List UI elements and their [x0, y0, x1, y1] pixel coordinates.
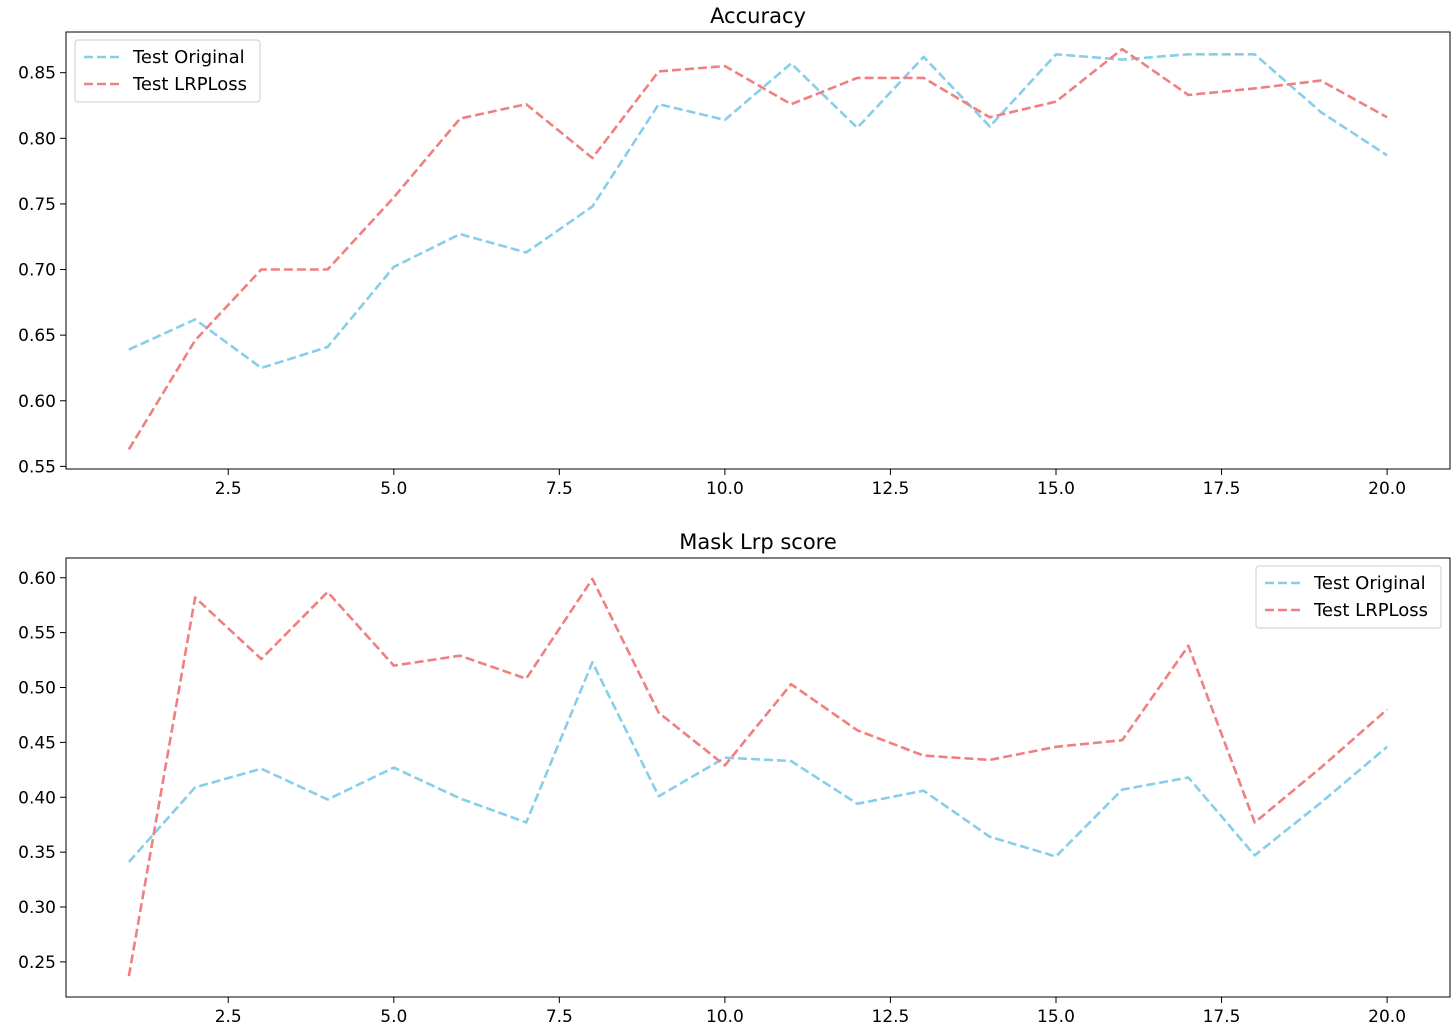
series-line-test-lrploss [127, 47, 1388, 450]
x-tick-label: 5.0 [380, 1007, 407, 1027]
legend-label: Test Original [132, 47, 245, 68]
x-tick-label: 5.0 [380, 479, 407, 499]
x-tick-label: 7.5 [546, 1007, 573, 1027]
legend-label: Test LRPLoss [1313, 600, 1428, 621]
y-tick-label: 0.55 [18, 624, 56, 644]
legend-box [74, 39, 261, 103]
legend: Test Original Test LRPLoss [74, 39, 261, 103]
y-tick-label: 0.85 [18, 64, 56, 84]
series-line-test-original [127, 660, 1388, 863]
y-tick-label: 0.60 [18, 392, 56, 412]
x-tick-label: 2.5 [215, 479, 242, 499]
chart-title: Mask Lrp score [679, 530, 837, 554]
y-tick-label: 0.65 [18, 326, 56, 346]
x-tick-label: 15.0 [1037, 479, 1075, 499]
y-tick-label: 0.60 [18, 569, 56, 589]
legend-box [1255, 565, 1442, 629]
mask-lrp-score-plot: Mask Lrp score 2.5 5.0 7.5 10.0 12.5 15.0 17.5 2… [18, 530, 1451, 1027]
plot-area [65, 557, 1451, 998]
legend-label: Test Original [1313, 573, 1426, 594]
series-line-test-lrploss [127, 577, 1388, 977]
y-tick-label: 0.75 [18, 195, 56, 215]
y-tick-label: 0.30 [18, 898, 56, 918]
plot-area [65, 31, 1451, 470]
x-tick-label: 20.0 [1368, 1007, 1406, 1027]
x-tick-label: 17.5 [1203, 479, 1241, 499]
y-tick-label: 0.40 [18, 788, 56, 808]
x-tick-label: 17.5 [1203, 1007, 1241, 1027]
y-tick-label: 0.55 [18, 457, 56, 477]
y-tick-label: 0.50 [18, 679, 56, 699]
y-tick-label: 0.70 [18, 261, 56, 281]
y-tick-label: 0.45 [18, 733, 56, 753]
chart-title: Accuracy [710, 4, 806, 28]
x-tick-label: 10.0 [706, 479, 744, 499]
accuracy-plot: Accuracy 2.5 5.0 7.5 10.0 12.5 15.0 17.5 20.0 0.5… [18, 4, 1451, 499]
x-tick-label: 12.5 [872, 479, 910, 499]
y-tick-label: 0.80 [18, 129, 56, 149]
x-tick-label: 7.5 [546, 479, 573, 499]
series-line-test-original [128, 52, 1388, 370]
x-tick-label: 2.5 [215, 1007, 242, 1027]
x-tick-label: 10.0 [706, 1007, 744, 1027]
x-tick-label: 12.5 [872, 1007, 910, 1027]
legend: Test Original Test LRPLoss [1255, 565, 1442, 629]
y-tick-label: 0.35 [18, 843, 56, 863]
x-tick-label: 15.0 [1037, 1007, 1075, 1027]
x-tick-label: 20.0 [1368, 479, 1406, 499]
legend-label: Test LRPLoss [132, 74, 247, 95]
y-tick-label: 0.25 [18, 953, 56, 973]
